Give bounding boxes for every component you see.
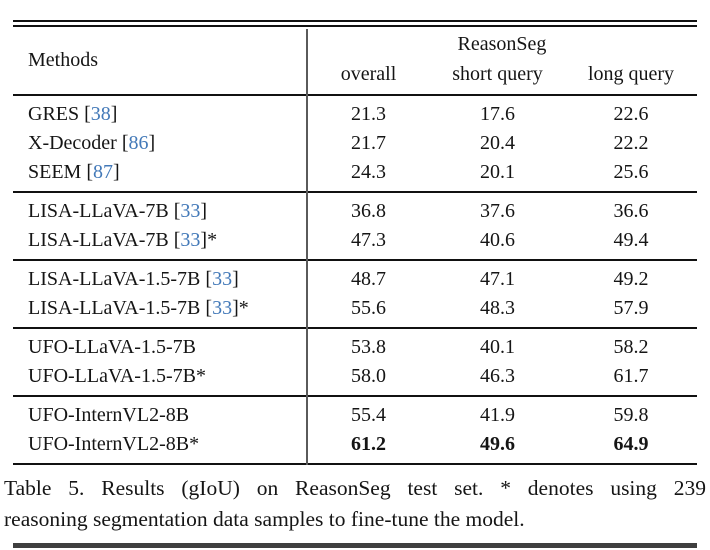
value-cell: 37.6 bbox=[480, 200, 515, 222]
group-separator-rule bbox=[13, 191, 697, 193]
value-cell: 55.4 bbox=[351, 404, 386, 426]
value-cell: 36.6 bbox=[613, 200, 649, 222]
caption-line: reasoning segmentation data samples to f… bbox=[4, 507, 525, 531]
table-row: LISA-LLaVA-1.5-7B [33]* 55.6 48.3 57.9 bbox=[13, 294, 697, 323]
value-cell: 40.6 bbox=[480, 229, 515, 251]
value-cell: 61.2 bbox=[351, 433, 386, 455]
table-row: UFO-InternVL2-8B 55.4 41.9 59.8 bbox=[13, 401, 697, 430]
method-cell: X-Decoder [86] bbox=[28, 132, 156, 154]
row-group: UFO-InternVL2-8B 55.4 41.9 59.8 UFO-InternVL… bbox=[13, 397, 697, 463]
value-cell: 25.6 bbox=[613, 161, 649, 183]
table-row: UFO-InternVL2-8B* 61.2 49.6 64.9 bbox=[13, 430, 697, 459]
value-cell: 53.8 bbox=[351, 336, 386, 358]
method-cell: SEEM [87] bbox=[28, 161, 120, 183]
value-cell: 48.7 bbox=[351, 268, 386, 290]
methods-column-header: Methods bbox=[28, 49, 98, 71]
table-caption: Table 5. Results (gIoU) on ReasonSeg tes… bbox=[4, 473, 706, 535]
table-row: SEEM [87] 24.3 20.1 25.6 bbox=[13, 158, 697, 187]
value-cell: 47.1 bbox=[480, 268, 515, 290]
column-header: long query bbox=[587, 63, 675, 85]
table-row: UFO-LLaVA-1.5-7B* 58.0 46.3 61.7 bbox=[13, 362, 697, 391]
cropped-next-rule bbox=[13, 543, 697, 548]
value-cell: 36.8 bbox=[351, 200, 386, 222]
citation-link[interactable]: 87 bbox=[93, 161, 114, 183]
method-cell: GRES [38] bbox=[28, 103, 118, 125]
citation-link[interactable]: 33 bbox=[212, 268, 233, 290]
value-cell: 20.1 bbox=[480, 161, 515, 183]
bottom-rule bbox=[13, 463, 697, 465]
row-group: GRES [38] 21.3 17.6 22.6 X-Decoder [86] 21.7 2… bbox=[13, 96, 697, 191]
citation-link[interactable]: 86 bbox=[128, 132, 149, 154]
top-rule-inner bbox=[13, 25, 697, 27]
group-separator-rule bbox=[13, 259, 697, 261]
value-cell: 55.6 bbox=[351, 297, 386, 319]
value-cell: 49.6 bbox=[480, 433, 515, 455]
table-row: GRES [38] 21.3 17.6 22.6 bbox=[13, 100, 697, 129]
value-cell: 49.2 bbox=[613, 268, 649, 290]
method-cell: UFO-LLaVA-1.5-7B bbox=[28, 336, 196, 358]
value-cell: 59.8 bbox=[613, 404, 649, 426]
table-header: Methods ReasonSeg overall short query lo… bbox=[13, 27, 697, 94]
column-group-header: ReasonSeg bbox=[457, 33, 547, 55]
value-cell: 57.9 bbox=[613, 297, 649, 319]
value-cell: 46.3 bbox=[480, 365, 515, 387]
table-row: UFO-LLaVA-1.5-7B 53.8 40.1 58.2 bbox=[13, 333, 697, 362]
header-rule bbox=[13, 94, 697, 96]
value-cell: 20.4 bbox=[480, 132, 515, 154]
value-cell: 58.2 bbox=[613, 336, 649, 358]
citation-link[interactable]: 33 bbox=[180, 229, 201, 251]
citation-link[interactable]: 33 bbox=[212, 297, 233, 319]
value-cell: 22.2 bbox=[613, 132, 649, 154]
citation-link[interactable]: 38 bbox=[90, 103, 111, 125]
column-divider bbox=[306, 29, 308, 465]
row-group: UFO-LLaVA-1.5-7B 53.8 40.1 58.2 UFO-LLaVA-1.… bbox=[13, 329, 697, 395]
citation-link[interactable]: 33 bbox=[180, 200, 201, 222]
row-group: LISA-LLaVA-1.5-7B [33] 48.7 47.1 49.2 LISA-L… bbox=[13, 261, 697, 327]
value-cell: 24.3 bbox=[351, 161, 386, 183]
method-cell: UFO-LLaVA-1.5-7B* bbox=[28, 365, 206, 387]
column-header: short query bbox=[452, 63, 543, 85]
value-cell: 21.7 bbox=[351, 132, 386, 154]
header-data-region: ReasonSeg overall short query long query bbox=[307, 27, 697, 94]
value-cell: 21.3 bbox=[351, 103, 386, 125]
table-body: GRES [38] 21.3 17.6 22.6 X-Decoder [86] 21.7 2… bbox=[13, 96, 697, 463]
table-row: X-Decoder [86] 21.7 20.4 22.2 bbox=[13, 129, 697, 158]
value-cell: 22.6 bbox=[613, 103, 649, 125]
value-cell: 49.4 bbox=[613, 229, 649, 251]
value-cell: 40.1 bbox=[480, 336, 515, 358]
results-table: Methods ReasonSeg overall short query lo… bbox=[13, 20, 697, 465]
method-cell: UFO-InternVL2-8B bbox=[28, 404, 190, 426]
value-cell: 61.7 bbox=[613, 365, 649, 387]
column-headers: overall short query long query bbox=[307, 60, 697, 89]
value-cell: 47.3 bbox=[351, 229, 386, 251]
top-rule-outer bbox=[13, 20, 697, 22]
group-separator-rule bbox=[13, 327, 697, 329]
value-cell: 58.0 bbox=[351, 365, 386, 387]
table-row: LISA-LLaVA-7B [33]* 47.3 40.6 49.4 bbox=[13, 226, 697, 255]
method-cell: LISA-LLaVA-1.5-7B [33] bbox=[28, 268, 239, 290]
table-row: LISA-LLaVA-1.5-7B [33] 48.7 47.1 49.2 bbox=[13, 265, 697, 294]
value-cell: 41.9 bbox=[480, 404, 515, 426]
column-header: overall bbox=[340, 63, 397, 85]
value-cell: 48.3 bbox=[480, 297, 515, 319]
method-cell: LISA-LLaVA-7B [33] bbox=[28, 200, 208, 222]
caption-line: Table 5. Results (gIoU) on ReasonSeg tes… bbox=[4, 476, 706, 500]
value-cell: 64.9 bbox=[613, 433, 649, 455]
method-cell: LISA-LLaVA-1.5-7B [33]* bbox=[28, 297, 249, 319]
method-cell: LISA-LLaVA-7B [33]* bbox=[28, 229, 218, 251]
table-row: LISA-LLaVA-7B [33] 36.8 37.6 36.6 bbox=[13, 197, 697, 226]
row-group: LISA-LLaVA-7B [33] 36.8 37.6 36.6 LISA-LLaVA… bbox=[13, 193, 697, 259]
method-cell: UFO-InternVL2-8B* bbox=[28, 433, 200, 455]
value-cell: 17.6 bbox=[480, 103, 515, 125]
group-separator-rule bbox=[13, 395, 697, 397]
